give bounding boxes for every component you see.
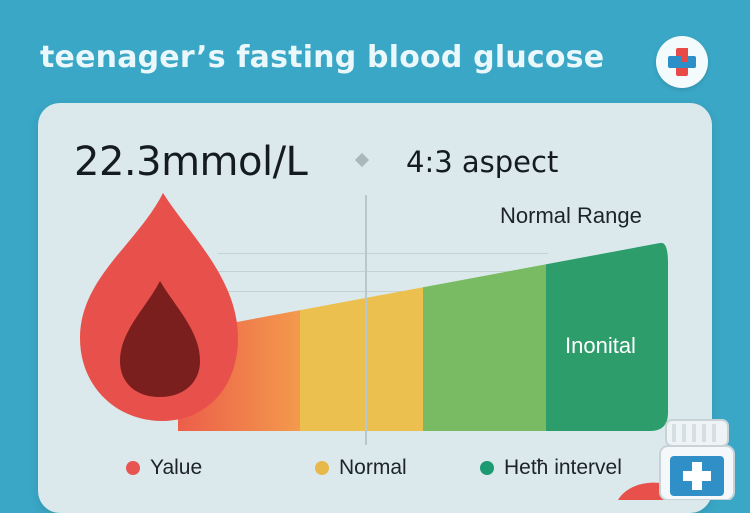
legend-label: Hetħ intervel (504, 456, 622, 479)
medical-cross-icon (668, 48, 696, 76)
red-dot-icon (126, 461, 140, 475)
zone-light-green (423, 242, 546, 431)
grid-line (218, 291, 468, 292)
zone-label: Inonital (565, 333, 636, 358)
normal-range-label: Normal Range (500, 203, 642, 228)
glucose-reading: 22.3mmol/L (74, 139, 308, 185)
glucose-range-chart (80, 193, 668, 431)
glucose-card: 22.3mmol/L 4:3 aspect Normal Range Inoni… (38, 103, 712, 513)
yellow-dot-icon (315, 461, 329, 475)
marker-line (365, 195, 367, 445)
zone-green (546, 242, 668, 431)
medicine-bottle-icon (618, 419, 735, 500)
green-dot-icon (480, 461, 494, 475)
aspect-label: 4:3 aspect (406, 145, 559, 179)
legend-label: Normal (339, 456, 407, 479)
medical-badge[interactable] (656, 36, 708, 88)
zone-yellow (300, 242, 423, 431)
legend-label: Yalue (150, 456, 203, 479)
grid-line (218, 271, 518, 272)
legend-item-normal: Normal (315, 456, 407, 480)
grid-line (218, 253, 548, 254)
page-title: teenager’s fasting blood glucose (40, 40, 605, 75)
legend-item-value: Yalue (126, 456, 202, 480)
blood-drop-inner-icon (120, 281, 200, 397)
legend-item-interval: Hetħ intervel (480, 456, 622, 480)
